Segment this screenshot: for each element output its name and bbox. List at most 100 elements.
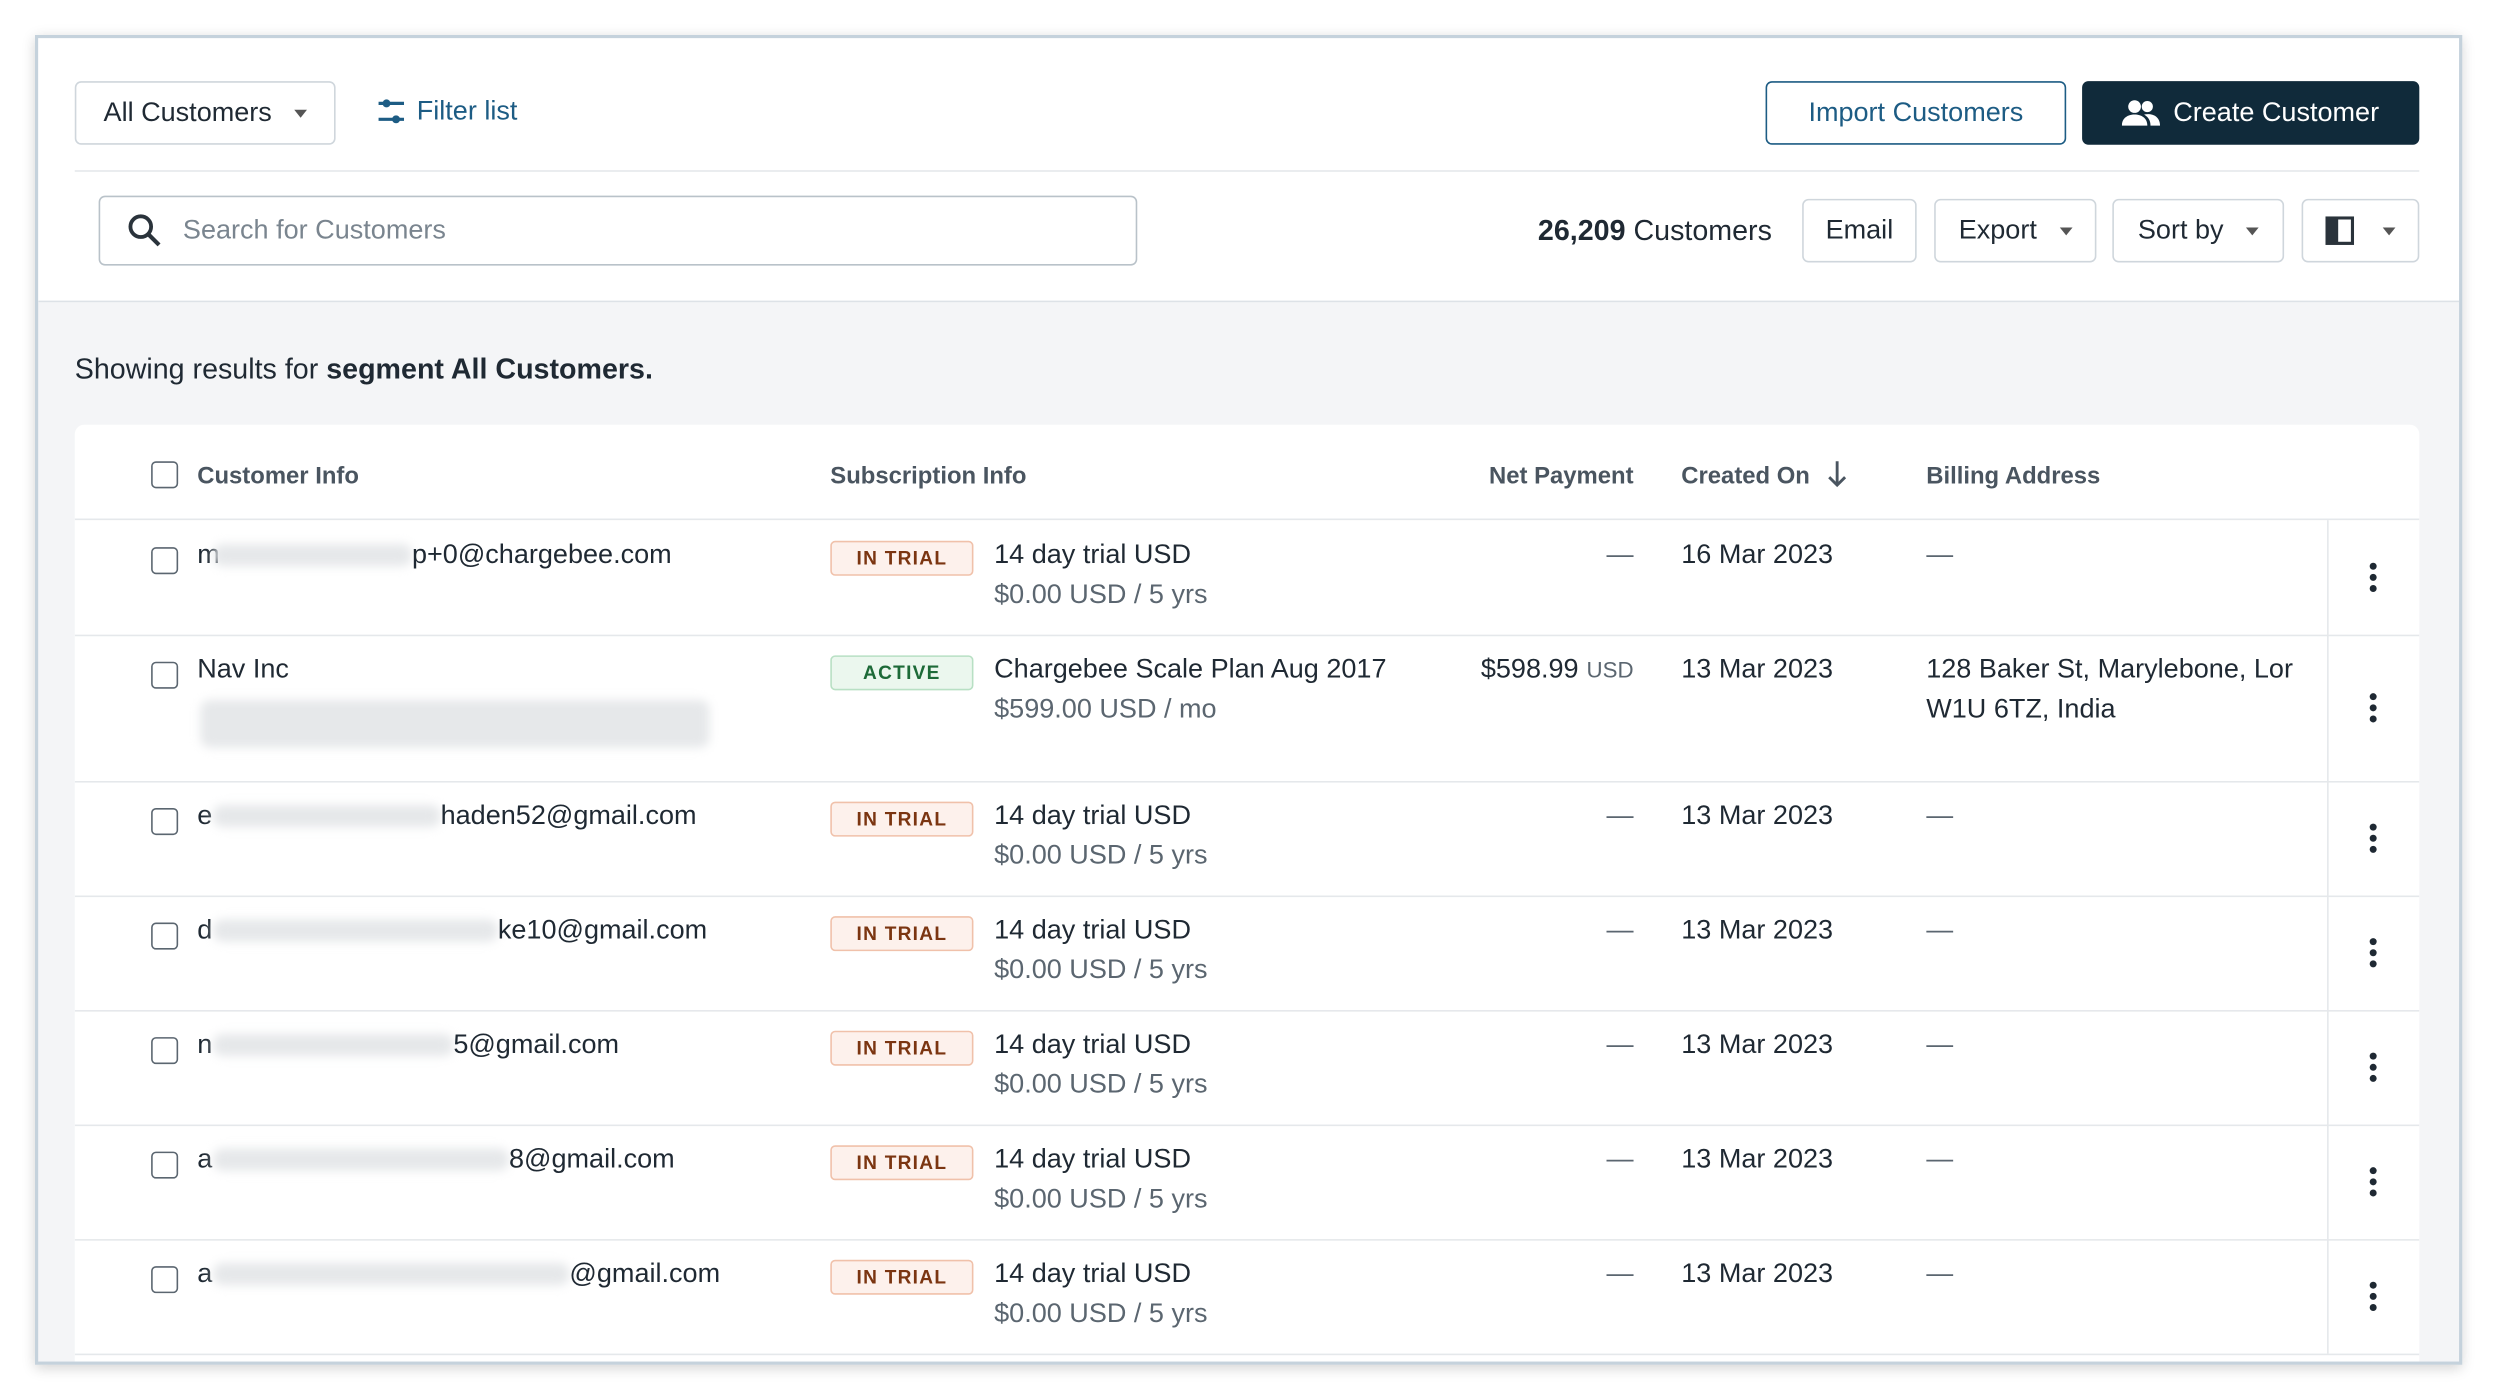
row-checkbox[interactable] <box>151 661 179 689</box>
row-actions[interactable] <box>2367 1280 2380 1320</box>
row-actions[interactable] <box>2367 1166 2380 1206</box>
actions-divider <box>2327 634 2329 781</box>
column-header[interactable]: Created On <box>1681 462 1810 490</box>
row-actions[interactable] <box>2367 692 2380 732</box>
row-divider <box>74 1124 2420 1127</box>
customer-email-end[interactable]: @gmail.com <box>569 1258 721 1289</box>
customer-count: 26,209 Customers <box>1538 215 1772 248</box>
created-on: 13 Mar 2023 <box>1681 1029 1834 1060</box>
export-button[interactable]: Export <box>1934 198 2097 263</box>
customers-table: Customer Info Subscription Info Net Paymen… <box>74 424 2420 1362</box>
billing-address: — <box>1926 1258 1954 1289</box>
billing-address: — <box>1926 539 1954 570</box>
label: Create Customer <box>2173 97 2380 128</box>
row-checkbox[interactable] <box>151 922 179 950</box>
status-badge: IN TRIAL <box>830 1145 974 1181</box>
net-payment: — <box>1606 1143 1634 1174</box>
customer-email-start[interactable]: n <box>197 1029 213 1060</box>
plan-name: 14 day trial USD <box>994 1029 1192 1060</box>
customer-email-end[interactable]: p+0@chargebee.com <box>411 539 672 570</box>
label: Export <box>1958 214 2037 245</box>
redacted-email <box>213 1033 454 1057</box>
status-badge: IN TRIAL <box>830 1030 974 1066</box>
row-divider <box>74 634 2420 637</box>
search-placeholder: Search for Customers <box>182 214 446 245</box>
search-icon <box>128 214 161 247</box>
row-divider <box>74 1239 2420 1241</box>
plan-name: Chargebee Scale Plan Aug 2017 <box>994 653 1387 684</box>
count-number: 26,209 <box>1537 214 1626 247</box>
sort-arrow <box>1826 460 1848 497</box>
row-checkbox[interactable] <box>151 1037 179 1065</box>
row-actions[interactable] <box>2367 822 2380 862</box>
currency: USD <box>1586 656 1634 683</box>
row-checkbox[interactable] <box>151 1151 179 1179</box>
plan-name: 14 day trial USD <box>994 914 1192 945</box>
column-header: Billing Address <box>1926 462 2101 490</box>
sort-button[interactable]: Sort by <box>2112 198 2285 263</box>
actions-divider <box>2327 780 2329 896</box>
status-badge: IN TRIAL <box>830 1259 974 1295</box>
create-button[interactable]: Create Customer <box>2082 81 2420 145</box>
summary-segment: segment All Customers. <box>326 353 653 385</box>
row-divider <box>74 780 2420 783</box>
customer-email-end[interactable]: ke10@gmail.com <box>497 914 708 945</box>
row-actions[interactable] <box>2367 1051 2380 1091</box>
people-icon <box>2122 100 2161 126</box>
net-payment: — <box>1606 914 1634 945</box>
columns-button[interactable] <box>2301 198 2420 263</box>
label: Filter list <box>416 95 518 126</box>
segment-summary: Showing results for segment All Customer… <box>75 353 653 386</box>
created-on: 16 Mar 2023 <box>1681 539 1834 570</box>
plan-name: 14 day trial USD <box>994 800 1192 831</box>
select-all-checkbox[interactable] <box>151 461 179 489</box>
plan-name: 14 day trial USD <box>994 539 1192 570</box>
plan-name: 14 day trial USD <box>994 1143 1192 1174</box>
created-on: 13 Mar 2023 <box>1681 1258 1834 1289</box>
plan-price: $0.00 USD / 5 yrs <box>994 578 1208 610</box>
created-on: 13 Mar 2023 <box>1681 653 1834 684</box>
filter-link[interactable]: Filter list <box>375 95 517 127</box>
customer-email-start[interactable]: d <box>197 914 213 945</box>
actions-divider <box>2327 1010 2329 1125</box>
customer-email-start[interactable]: a <box>197 1143 213 1174</box>
customer-email-start[interactable]: e <box>197 800 213 831</box>
created-on: 13 Mar 2023 <box>1681 800 1834 831</box>
plan-price: $0.00 USD / 5 yrs <box>994 1297 1208 1329</box>
net-payment: — <box>1606 1029 1634 1060</box>
customer-name[interactable]: Nav Inc <box>197 653 289 684</box>
customer-email-end[interactable]: 5@gmail.com <box>453 1029 620 1060</box>
redacted-email <box>213 919 498 942</box>
row-divider <box>74 895 2420 898</box>
row-actions[interactable] <box>2367 937 2380 977</box>
status-badge: IN TRIAL <box>830 916 974 952</box>
row-checkbox[interactable] <box>151 1266 179 1294</box>
import-button[interactable]: Import Customers <box>1765 81 2067 145</box>
columns-icon <box>2325 216 2355 245</box>
row-checkbox[interactable] <box>151 808 179 836</box>
customer-email-end[interactable]: haden52@gmail.com <box>440 800 697 831</box>
created-on: 13 Mar 2023 <box>1681 1143 1834 1174</box>
actions-divider <box>2327 895 2329 1011</box>
row-checkbox[interactable] <box>151 547 179 575</box>
billing-address: — <box>1926 1143 1954 1174</box>
net-payment: — <box>1606 1258 1634 1289</box>
row-actions[interactable] <box>2367 561 2380 601</box>
billing-address: — <box>1926 800 1954 831</box>
actions-divider <box>2327 1124 2329 1240</box>
actions-divider <box>2327 1239 2329 1354</box>
summary-prefix: Showing results for <box>74 353 319 385</box>
email-button[interactable]: Email <box>1802 198 1917 263</box>
redacted-email <box>213 543 412 567</box>
customers-panel: All Customers Filter list Import Custome… <box>34 34 2463 1365</box>
redacted-email <box>213 1262 570 1286</box>
segment-dropdown[interactable]: All Customers <box>74 81 336 145</box>
search-box[interactable]: Search for Customers <box>98 195 1138 266</box>
filter-icon <box>378 99 405 124</box>
plan-price: $0.00 USD / 5 yrs <box>994 1068 1208 1100</box>
billing-address: — <box>1926 914 1954 945</box>
column-header: Customer Info <box>197 462 359 490</box>
plan-price: $599.00 USD / mo <box>994 693 1217 724</box>
customer-email-start[interactable]: a <box>197 1258 213 1289</box>
customer-email-end[interactable]: 8@gmail.com <box>508 1143 675 1174</box>
